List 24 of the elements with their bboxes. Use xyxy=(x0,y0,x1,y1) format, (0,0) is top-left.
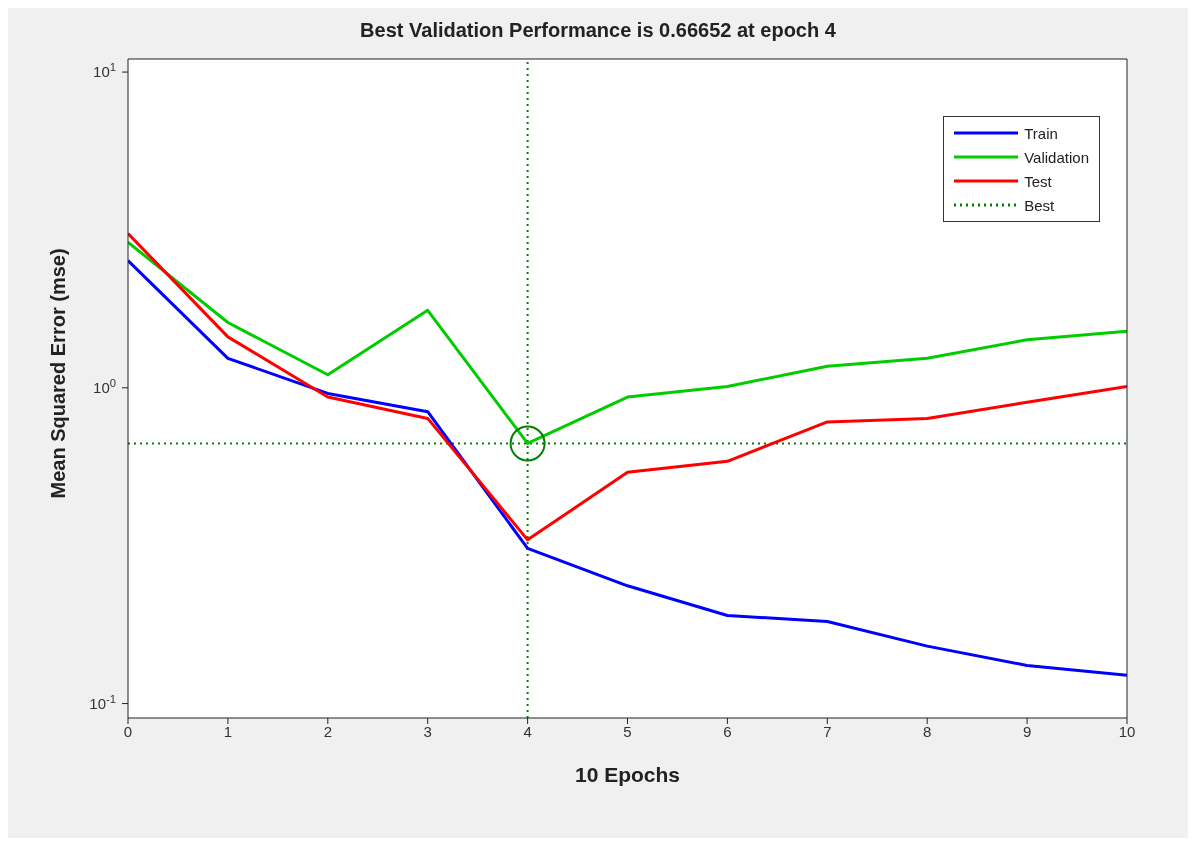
line-series xyxy=(128,259,1127,677)
x-tick-label: 10 xyxy=(1118,722,1136,740)
x-axis-title: 10 Epochs xyxy=(574,763,681,786)
x-tick-label: 6 xyxy=(723,722,732,740)
x-tick-label: 4 xyxy=(523,722,532,740)
legend-label: Validation xyxy=(1024,148,1089,166)
x-tick-label: 9 xyxy=(1022,722,1032,740)
y-tick-label: 10$^{0}$ xyxy=(93,376,116,396)
legend-label: Test xyxy=(1024,172,1052,190)
x-tick-label: 2 xyxy=(323,722,332,740)
x-tick-label: 7 xyxy=(823,722,832,740)
x-tick-label: 0 xyxy=(123,722,133,740)
legend-label: Best xyxy=(1024,196,1055,214)
x-tick-label: 8 xyxy=(923,722,932,740)
line-series xyxy=(128,232,1127,542)
x-tick-label: 5 xyxy=(623,722,632,740)
legend-label: Train xyxy=(1024,124,1058,142)
y-tick-label: 10$^{1}$ xyxy=(93,61,116,81)
y-axis-title: Mean Squared Error (mse) xyxy=(47,248,70,499)
chart-title: Best Validation Performance is 0.66652 at epoch 4 xyxy=(359,18,837,43)
x-tick-label: 1 xyxy=(223,722,233,740)
x-tick-label: 3 xyxy=(423,722,432,740)
line-series xyxy=(128,240,1127,445)
y-tick-label: 10$^{-1}$ xyxy=(89,692,116,712)
